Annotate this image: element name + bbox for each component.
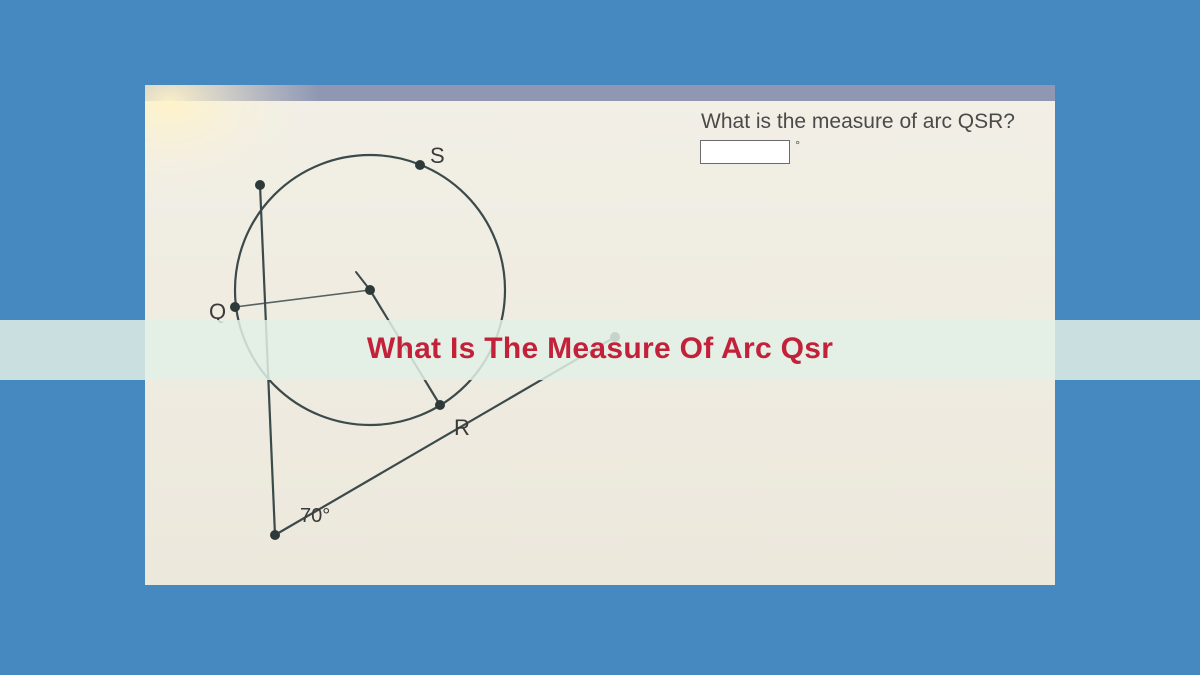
point-label-s: S [430, 143, 445, 169]
overlay-banner-text: What Is The Measure Of Arc Qsr [0, 332, 1200, 366]
question-text: What is the measure of arc QSR? [701, 110, 1015, 134]
angle-label: 70° [300, 505, 330, 528]
degree-suffix: ° [795, 138, 800, 152]
point-label-r: R [454, 415, 470, 441]
answer-input[interactable] [700, 140, 790, 164]
